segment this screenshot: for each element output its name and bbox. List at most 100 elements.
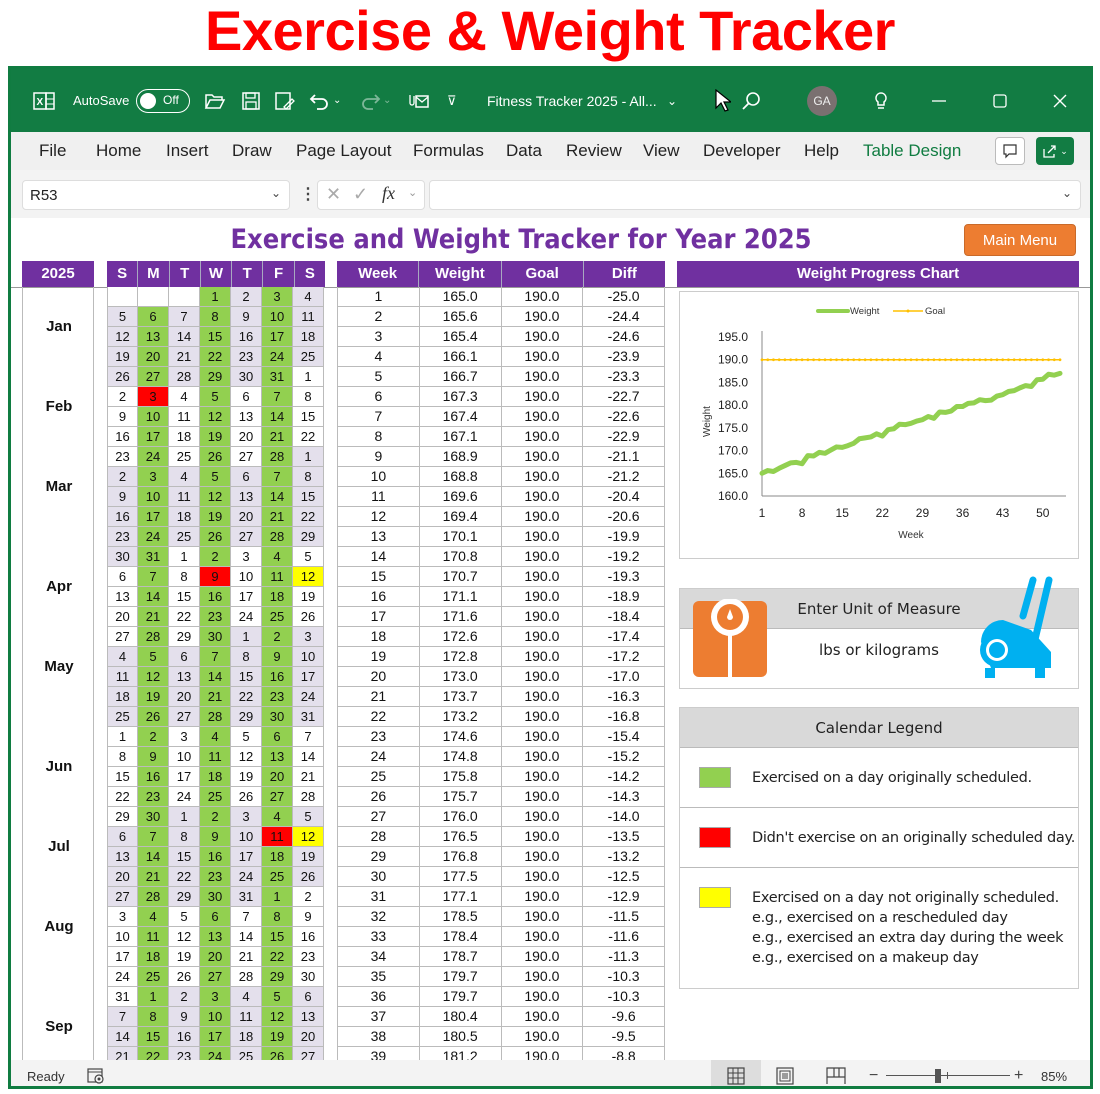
calendar-day-cell[interactable]: 12 <box>293 827 324 847</box>
calendar-day-cell[interactable]: 28 <box>231 967 262 987</box>
table-cell[interactable]: 10 <box>337 467 420 487</box>
calendar-day-cell[interactable]: 21 <box>231 947 262 967</box>
table-cell[interactable]: -17.4 <box>583 627 665 647</box>
table-cell[interactable]: 18 <box>337 627 420 647</box>
calendar-day-cell[interactable]: 16 <box>107 507 138 527</box>
calendar-day-cell[interactable] <box>107 287 138 307</box>
calendar-day-cell[interactable]: 24 <box>231 867 262 887</box>
tab-formulas[interactable]: Formulas <box>413 141 484 160</box>
calendar-day-cell[interactable]: 15 <box>169 587 200 607</box>
table-cell[interactable]: 178.5 <box>419 907 502 927</box>
calendar-day-cell[interactable]: 24 <box>200 1047 231 1060</box>
name-box[interactable]: R53 ⌄ <box>22 180 290 210</box>
table-cell[interactable]: 190.0 <box>501 807 584 827</box>
calendar-day-cell[interactable]: 29 <box>200 367 231 387</box>
table-cell[interactable]: -23.9 <box>583 347 665 367</box>
calendar-day-cell[interactable]: 17 <box>231 587 262 607</box>
calendar-day-cell[interactable]: 10 <box>138 407 169 427</box>
calendar-day-cell[interactable]: 18 <box>200 767 231 787</box>
table-cell[interactable]: 32 <box>337 907 420 927</box>
calendar-day-cell[interactable]: 27 <box>107 627 138 647</box>
calendar-day-cell[interactable]: 4 <box>107 647 138 667</box>
calendar-day-cell[interactable]: 25 <box>169 447 200 467</box>
table-cell[interactable]: 190.0 <box>501 347 584 367</box>
tab-insert[interactable]: Insert <box>166 141 209 160</box>
calendar-day-cell[interactable]: 17 <box>107 947 138 967</box>
table-cell[interactable]: 39 <box>337 1047 420 1060</box>
calendar-day-cell[interactable]: 14 <box>107 1027 138 1047</box>
calendar-day-cell[interactable]: 8 <box>200 307 231 327</box>
table-cell[interactable]: 176.5 <box>419 827 502 847</box>
calendar-day-cell[interactable]: 21 <box>138 867 169 887</box>
calendar-day-cell[interactable]: 29 <box>293 527 324 547</box>
table-cell[interactable]: 167.4 <box>419 407 502 427</box>
calendar-day-cell[interactable]: 6 <box>169 647 200 667</box>
table-cell[interactable]: 190.0 <box>501 287 584 307</box>
table-cell[interactable]: 190.0 <box>501 327 584 347</box>
calendar-day-cell[interactable]: 14 <box>293 747 324 767</box>
calendar-day-cell[interactable]: 11 <box>169 487 200 507</box>
calendar-day-cell[interactable]: 10 <box>107 927 138 947</box>
table-cell[interactable]: -8.8 <box>583 1047 665 1060</box>
table-cell[interactable]: 190.0 <box>502 1047 584 1060</box>
table-cell[interactable]: -25.0 <box>583 287 665 307</box>
table-cell[interactable]: 190.0 <box>501 547 584 567</box>
calendar-day-cell[interactable]: 22 <box>262 947 293 967</box>
calendar-day-cell[interactable]: 4 <box>138 907 169 927</box>
calendar-day-cell[interactable]: 19 <box>169 947 200 967</box>
calendar-day-cell[interactable]: 28 <box>138 887 169 907</box>
zoom-out-button[interactable]: − <box>869 1067 879 1084</box>
calendar-day-cell[interactable]: 20 <box>169 687 200 707</box>
calendar-day-cell[interactable]: 14 <box>138 587 169 607</box>
calendar-day-cell[interactable]: 21 <box>200 687 231 707</box>
share-button[interactable]: ⌄ <box>1036 137 1074 165</box>
table-cell[interactable]: 165.4 <box>419 327 502 347</box>
table-cell[interactable]: 3 <box>337 327 420 347</box>
tab-home[interactable]: Home <box>96 141 142 160</box>
calendar-day-cell[interactable]: 21 <box>138 607 169 627</box>
table-cell[interactable]: -9.6 <box>583 1007 665 1027</box>
zoom-level[interactable]: 85% <box>1041 1068 1068 1084</box>
calendar-day-cell[interactable]: 28 <box>262 527 293 547</box>
calendar-day-cell[interactable]: 10 <box>231 827 262 847</box>
table-cell[interactable]: 36 <box>337 987 420 1007</box>
calendar-day-cell[interactable]: 2 <box>107 467 138 487</box>
table-cell[interactable]: 173.7 <box>419 687 502 707</box>
calendar-day-cell[interactable]: 26 <box>231 787 262 807</box>
table-cell[interactable]: 190.0 <box>501 987 584 1007</box>
tab-draw[interactable]: Draw <box>232 141 272 160</box>
zoom-in-button[interactable]: + <box>1014 1067 1024 1084</box>
table-cell[interactable]: 190.0 <box>501 427 584 447</box>
table-cell[interactable]: 190.0 <box>501 907 584 927</box>
calendar-day-cell[interactable]: 9 <box>262 647 293 667</box>
table-cell[interactable]: 190.0 <box>501 707 584 727</box>
calendar-day-cell[interactable]: 5 <box>262 987 293 1007</box>
calendar-day-cell[interactable]: 23 <box>293 947 324 967</box>
calendar-day-cell[interactable]: 15 <box>293 487 324 507</box>
calendar-day-cell[interactable]: 21 <box>169 347 200 367</box>
table-cell[interactable]: 190.0 <box>501 727 584 747</box>
table-cell[interactable]: -10.3 <box>583 987 665 1007</box>
calendar-day-cell[interactable]: 18 <box>107 687 138 707</box>
calendar-day-cell[interactable]: 27 <box>293 1047 324 1060</box>
calendar-day-cell[interactable]: 4 <box>293 287 324 307</box>
calendar-day-cell[interactable]: 21 <box>293 767 324 787</box>
calendar-day-cell[interactable]: 22 <box>231 687 262 707</box>
calendar-day-cell[interactable]: 2 <box>200 807 231 827</box>
table-cell[interactable]: 172.6 <box>419 627 502 647</box>
calendar-day-cell[interactable]: 22 <box>169 607 200 627</box>
calendar-day-cell[interactable]: 3 <box>138 387 169 407</box>
calendar-day-cell[interactable]: 25 <box>138 967 169 987</box>
calendar-day-cell[interactable]: 3 <box>231 547 262 567</box>
table-cell[interactable]: -9.5 <box>583 1027 665 1047</box>
comments-button[interactable] <box>995 137 1025 165</box>
table-cell[interactable]: 14 <box>337 547 420 567</box>
calendar-day-cell[interactable]: 15 <box>231 667 262 687</box>
tab-help[interactable]: Help <box>804 141 839 160</box>
table-cell[interactable]: 23 <box>337 727 420 747</box>
calendar-day-cell[interactable]: 11 <box>231 1007 262 1027</box>
table-cell[interactable]: -14.0 <box>583 807 665 827</box>
calendar-day-cell[interactable]: 8 <box>107 747 138 767</box>
table-cell[interactable]: 17 <box>337 607 420 627</box>
calendar-day-cell[interactable]: 19 <box>138 687 169 707</box>
